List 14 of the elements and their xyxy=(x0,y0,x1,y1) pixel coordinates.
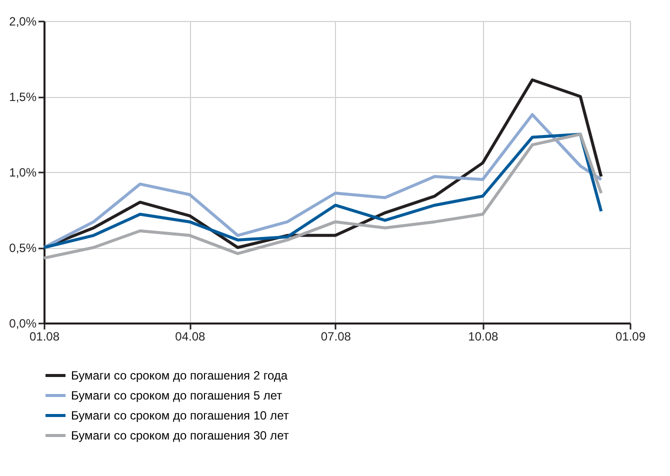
legend-label: Бумаги со сроком до погашения 10 лет xyxy=(71,408,290,422)
y-tick-label: 1,0% xyxy=(9,166,37,180)
legend-label: Бумаги со сроком до погашения 2 года xyxy=(71,368,288,382)
legend-label: Бумаги со сроком до погашения 30 лет xyxy=(71,428,290,442)
y-tick-label: 1,5% xyxy=(9,90,37,104)
x-tick-label: 07.08 xyxy=(320,330,352,344)
y-tick-label: 0,5% xyxy=(9,241,37,255)
x-tick-label: 10.08 xyxy=(468,330,499,344)
x-tick-label: 01.09 xyxy=(615,330,646,344)
y-tick-label: 2,0% xyxy=(9,14,37,28)
legend-label: Бумаги со сроком до погашения 5 лет xyxy=(71,388,283,402)
x-tick-label: 04.08 xyxy=(175,330,206,344)
y-tick-label: 0,0% xyxy=(9,316,37,330)
x-tick-label: 01.08 xyxy=(29,330,60,344)
